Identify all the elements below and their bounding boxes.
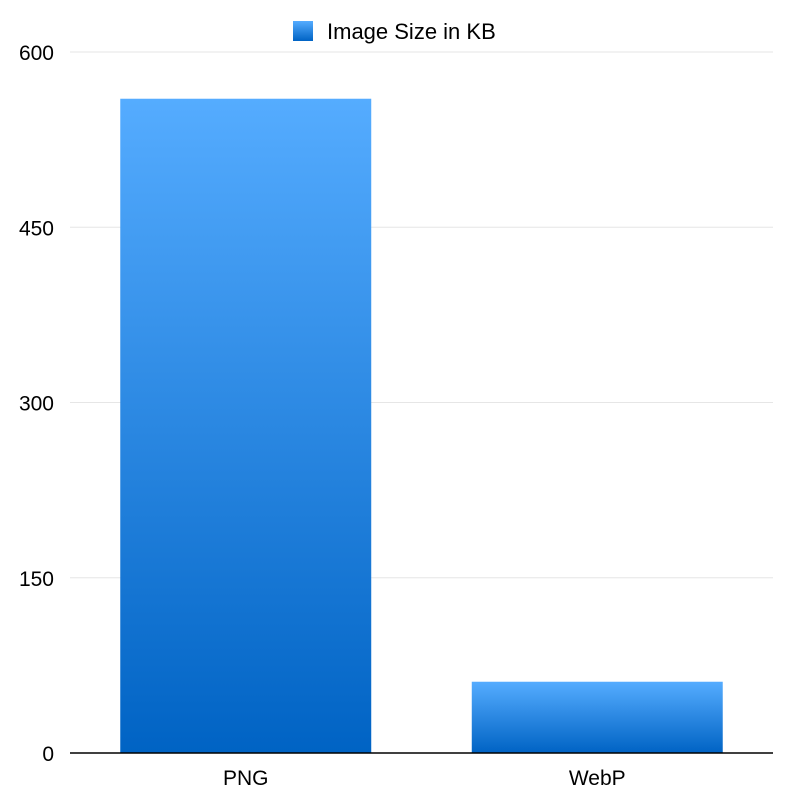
chart-legend: Image Size in KB [293,19,496,44]
bars [120,98,723,753]
bar-webp [471,681,723,753]
y-axis-ticks: 0 150 300 450 600 [19,42,54,766]
x-axis-labels: PNG WebP [223,767,626,790]
legend-swatch [293,21,313,41]
y-tick-label: 300 [19,393,54,416]
x-tick-label: PNG [223,767,269,790]
y-tick-label: 0 [42,743,54,766]
x-tick-label: WebP [569,767,626,790]
bar-png [120,98,372,753]
y-tick-label: 450 [19,217,54,240]
legend-label: Image Size in KB [327,19,496,44]
y-tick-label: 150 [19,568,54,591]
y-tick-label: 600 [19,42,54,65]
